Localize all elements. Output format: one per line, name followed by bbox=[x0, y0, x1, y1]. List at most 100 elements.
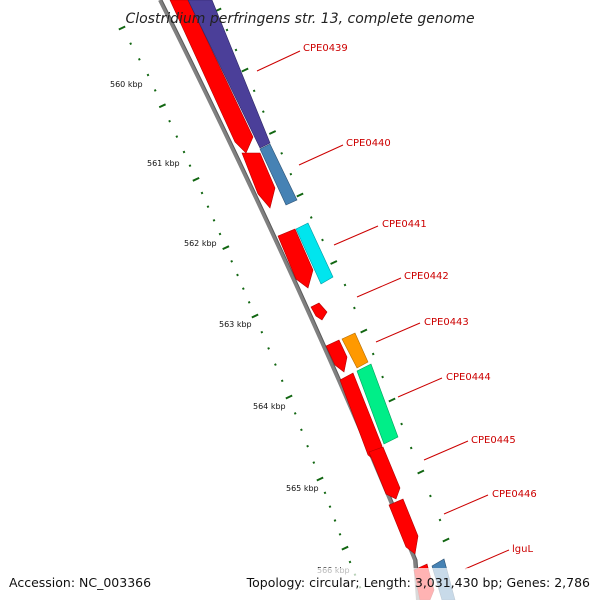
ruler-major-tick bbox=[268, 130, 277, 135]
cds-red-5 bbox=[325, 339, 348, 373]
ruler-dot bbox=[168, 119, 171, 123]
cds-cog-springgreen bbox=[356, 363, 399, 445]
ruler-major-tick bbox=[241, 67, 249, 73]
ruler-tick-label: 560 kbp bbox=[110, 80, 143, 89]
ruler-dot bbox=[225, 28, 229, 32]
ruler-dot bbox=[200, 191, 204, 195]
ruler-dot bbox=[236, 273, 239, 277]
ruler-dot bbox=[146, 73, 150, 77]
ruler-dot bbox=[230, 260, 233, 263]
ruler-dot bbox=[218, 232, 222, 236]
ruler-major-tick bbox=[388, 397, 396, 403]
ruler-dot bbox=[323, 491, 327, 495]
ruler-tick-label: 561 kbp bbox=[147, 159, 180, 168]
ruler-tick-label: 564 kbp bbox=[253, 402, 286, 411]
ruler-dot bbox=[212, 219, 216, 222]
accession-text: Accession: NC_003366 bbox=[9, 575, 151, 590]
gene-label[interactable]: CPE0439 bbox=[303, 43, 348, 54]
cds-red-2 bbox=[241, 152, 276, 209]
ruler-major-tick bbox=[118, 25, 126, 31]
ruler-tick-label: 563 kbp bbox=[219, 320, 252, 329]
ruler-major-tick bbox=[285, 394, 293, 400]
ruler-major-tick bbox=[341, 545, 349, 551]
genome-backbone-shadow bbox=[161, 0, 421, 600]
cds-cog-track bbox=[187, 0, 456, 600]
ruler-dot bbox=[300, 428, 303, 432]
ruler-dot bbox=[438, 518, 442, 522]
ruler-dots bbox=[118, 25, 362, 589]
ruler-dot bbox=[293, 412, 297, 415]
ruler-dot bbox=[188, 164, 192, 167]
ruler-dot bbox=[309, 216, 313, 219]
gene-label[interactable]: CPE0443 bbox=[424, 317, 469, 328]
ruler-dot bbox=[206, 205, 210, 208]
cds-red-1 bbox=[169, 0, 254, 154]
gene-label[interactable]: CPE0444 bbox=[446, 372, 491, 383]
ruler-dot bbox=[409, 446, 413, 450]
ruler-dot bbox=[260, 330, 264, 334]
ruler-dot bbox=[343, 283, 347, 287]
gene-label[interactable]: lguL bbox=[512, 544, 533, 555]
cds-cog-orange bbox=[341, 332, 369, 369]
ruler-major-tick bbox=[442, 537, 450, 543]
cds-cog-purple bbox=[187, 0, 271, 149]
ruler-major-tick bbox=[192, 176, 200, 182]
ruler-major-tick bbox=[222, 245, 230, 251]
ruler-dot bbox=[371, 352, 375, 356]
map-title: Clostridium perfringens str. 13, complet… bbox=[125, 11, 474, 27]
cds-red-8 bbox=[388, 498, 419, 555]
ruler-dot bbox=[400, 422, 403, 426]
ruler-dot bbox=[138, 58, 141, 61]
ruler-dot bbox=[280, 152, 283, 155]
ruler-dot bbox=[247, 301, 251, 304]
ruler-dot bbox=[182, 150, 186, 154]
ruler-dot bbox=[129, 42, 132, 45]
ruler-major-tick bbox=[316, 476, 324, 482]
ruler-tick-label: 562 kbp bbox=[184, 239, 217, 248]
cds-cog-steelblue-1 bbox=[259, 143, 298, 206]
gene-label[interactable]: CPE0441 bbox=[382, 219, 427, 230]
ruler-dot bbox=[333, 519, 337, 522]
ruler-dot bbox=[348, 560, 352, 564]
cds-red-3 bbox=[277, 228, 314, 289]
ruler-major-tick bbox=[251, 313, 259, 319]
gene-label[interactable]: CPE0446 bbox=[492, 489, 537, 500]
cds-red-track bbox=[169, 0, 435, 600]
gene-label[interactable]: CPE0440 bbox=[346, 138, 391, 149]
gene-label[interactable]: CPE0442 bbox=[404, 271, 449, 282]
ruler-tick-label: 565 kbp bbox=[286, 484, 319, 493]
ruler-dot bbox=[429, 494, 432, 498]
ruler-dot bbox=[252, 89, 256, 93]
ruler-major-tick bbox=[417, 469, 425, 475]
ruler-dot bbox=[353, 306, 356, 310]
topology-text: Topology: circular; Length: 3,031,430 bp… bbox=[246, 575, 590, 590]
ruler-dot bbox=[381, 375, 384, 379]
ruler-dot bbox=[234, 48, 238, 52]
ruler-major-tick bbox=[330, 260, 338, 265]
ruler-dot bbox=[267, 347, 270, 350]
footer-background bbox=[0, 568, 600, 600]
cds-cog-cyan bbox=[295, 222, 334, 285]
ruler-major-tick bbox=[296, 192, 304, 198]
ruler-dot bbox=[242, 287, 245, 290]
genome-backbone bbox=[158, 0, 420, 600]
ruler-dot bbox=[306, 444, 309, 448]
cds-red-7 bbox=[368, 446, 401, 500]
ruler-dot bbox=[321, 238, 324, 242]
ruler-dot bbox=[289, 172, 293, 176]
ruler-dot bbox=[274, 363, 277, 366]
ruler-major-tick bbox=[360, 328, 368, 334]
ruler-dot bbox=[175, 135, 179, 138]
ruler-dot bbox=[280, 379, 284, 383]
ruler-major-tick bbox=[158, 103, 166, 109]
gene-label[interactable]: CPE0445 bbox=[471, 435, 516, 446]
gene-labels: CPE0439 CPE0440 CPE0441 CPE0442 CPE0443 … bbox=[303, 43, 537, 555]
ruler-dot bbox=[338, 533, 342, 536]
ruler-dot bbox=[328, 505, 332, 508]
leader-lines bbox=[256, 50, 510, 570]
ruler-dot bbox=[312, 461, 316, 464]
ruler-dot bbox=[262, 110, 265, 113]
cds-red-4 bbox=[310, 302, 328, 321]
ruler-dot bbox=[153, 89, 157, 92]
